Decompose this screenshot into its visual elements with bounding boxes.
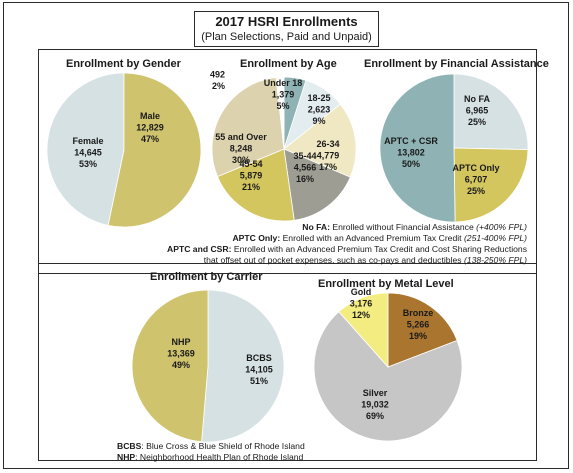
pie-slice-35-44 [283, 148, 351, 221]
pie-slice-gold [338, 292, 389, 369]
header-box: 2017 HSRI Enrollments (Plan Selections, … [194, 11, 379, 47]
page-title: 2017 HSRI Enrollments [215, 14, 358, 29]
pie-slice-aptc-only [453, 147, 529, 223]
infographic-frame [3, 2, 569, 469]
pie-slice-other [275, 76, 285, 150]
slice-label: Silver 19,032 69% [361, 388, 389, 421]
slice-label: Gold 3,176 12% [350, 287, 373, 320]
fa-legend-csr-cont: that offset out of pocket expenses, such… [203, 255, 527, 265]
slice-label: 492 2% [210, 70, 225, 92]
pie-slice-45-54 [216, 148, 295, 222]
slice-label: NHP 13,369 49% [167, 337, 195, 370]
pie-slice-male [46, 72, 125, 226]
slice-label: No FA 6,965 25% [464, 94, 490, 127]
fa-legend-csr: APTC and CSR: Enrolled with an Advanced … [167, 244, 527, 254]
fa-chart-title: Enrollment by Financial Assistance [364, 58, 549, 70]
slice-label: 35-44 4,566 16% [293, 151, 316, 184]
pie-slice-nhp [131, 289, 209, 443]
fa-legend-aptc: APTC Only: Enrolled with an Advanced Pre… [232, 233, 527, 243]
slice-label: 18-25 2,623 9% [307, 93, 330, 126]
slice-label: Bronze 5,266 19% [403, 308, 434, 341]
fa-legend-nofa: No FA: Enrolled without Financial Assist… [302, 222, 527, 232]
pie-slice-55-and-over [211, 76, 285, 178]
pie-slice-bcbs [201, 289, 285, 443]
carrier-chart-title: Enrollment by Carrier [150, 271, 263, 283]
page-subtitle: (Plan Selections, Paid and Unpaid) [201, 31, 372, 43]
age-chart-title: Enrollment by Age [240, 58, 337, 70]
slice-label: APTC Only 6,707 25% [452, 163, 499, 196]
slice-label: Under 18 1,379 5% [264, 78, 303, 111]
slice-label: APTC + CSR 13,802 50% [384, 136, 438, 169]
carrier-legend-bcbs: BCBS: Blue Cross & Blue Shield of Rhode … [117, 441, 305, 451]
bottom-section-border [38, 263, 537, 461]
pie-slice-bronze [387, 292, 458, 368]
fa-legend: No FA: Enrolled without Financial Assist… [167, 222, 527, 266]
gender-chart-title: Enrollment by Gender [66, 58, 181, 70]
slice-label: Male 12,829 47% [136, 111, 164, 144]
slice-label: 55 and Over 8,248 30% [215, 132, 267, 165]
pie-slice-no-fa [453, 73, 529, 151]
pie-slice-26-34 [283, 103, 357, 178]
pie-slice-female [107, 72, 202, 228]
slice-label: 45-54 5,879 21% [239, 159, 262, 192]
slice-label: 26-34 4,779 17% [316, 139, 339, 172]
slice-label: Female 14,645 53% [72, 136, 103, 169]
carrier-legend-nhp: NHP: Neighborhood Health Plan of Rhode I… [117, 452, 304, 462]
top-section-border [38, 49, 537, 274]
pie-slice-aptc-csr [379, 73, 456, 223]
pie-slice-silver [313, 311, 463, 442]
slice-label: BCBS 14,105 51% [245, 353, 273, 386]
metal-chart-title: Enrollment by Metal Level [318, 278, 454, 290]
carrier-legend: BCBS: Blue Cross & Blue Shield of Rhode … [117, 441, 305, 463]
